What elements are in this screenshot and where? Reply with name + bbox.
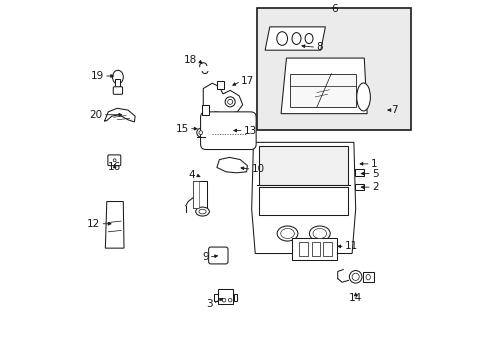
Ellipse shape: [113, 159, 116, 162]
Bar: [291, 238, 336, 260]
Ellipse shape: [309, 226, 329, 241]
Ellipse shape: [305, 33, 312, 44]
Bar: [192, 181, 199, 208]
Text: 9: 9: [202, 252, 208, 262]
Ellipse shape: [277, 226, 297, 241]
Bar: [233, 294, 237, 301]
Bar: [354, 184, 363, 190]
Bar: [258, 187, 348, 215]
Bar: [258, 146, 348, 185]
Ellipse shape: [222, 298, 225, 302]
Bar: [214, 294, 218, 301]
Bar: [323, 242, 331, 256]
Text: 5: 5: [371, 168, 378, 179]
Text: 12: 12: [87, 219, 100, 229]
Text: 1: 1: [370, 159, 377, 169]
Polygon shape: [251, 142, 355, 253]
Bar: [115, 79, 120, 90]
Bar: [298, 242, 307, 256]
FancyBboxPatch shape: [200, 112, 256, 149]
Text: 13: 13: [244, 126, 257, 135]
Bar: [257, 8, 410, 130]
FancyBboxPatch shape: [208, 247, 227, 264]
Ellipse shape: [351, 273, 359, 280]
Bar: [289, 74, 356, 107]
Text: 15: 15: [175, 124, 188, 134]
Text: 14: 14: [348, 293, 362, 303]
Polygon shape: [217, 157, 247, 173]
Bar: [311, 242, 320, 256]
Text: 2: 2: [371, 182, 378, 192]
Text: 6: 6: [330, 4, 337, 14]
Bar: [362, 272, 373, 282]
Ellipse shape: [291, 33, 301, 44]
Ellipse shape: [199, 131, 202, 135]
Text: 17: 17: [241, 76, 254, 86]
Ellipse shape: [280, 229, 294, 239]
FancyBboxPatch shape: [113, 87, 122, 94]
Polygon shape: [264, 27, 325, 50]
Text: 18: 18: [183, 55, 197, 65]
Ellipse shape: [366, 274, 369, 280]
Polygon shape: [105, 202, 124, 248]
Text: 10: 10: [251, 164, 264, 174]
Ellipse shape: [195, 207, 209, 216]
Text: 19: 19: [90, 71, 104, 81]
Bar: [202, 105, 208, 116]
Ellipse shape: [196, 129, 204, 137]
Text: 8: 8: [316, 42, 322, 52]
Bar: [354, 169, 363, 176]
Ellipse shape: [312, 229, 326, 239]
Text: 11: 11: [344, 241, 357, 251]
Text: 16: 16: [108, 162, 121, 172]
Ellipse shape: [356, 83, 369, 111]
Text: 4: 4: [188, 170, 195, 180]
Ellipse shape: [199, 209, 206, 214]
Bar: [218, 289, 233, 304]
Bar: [216, 81, 224, 89]
Ellipse shape: [349, 271, 361, 283]
Text: 20: 20: [89, 110, 102, 120]
Ellipse shape: [276, 32, 287, 45]
Text: 3: 3: [206, 299, 212, 309]
Polygon shape: [203, 83, 242, 114]
Text: 7: 7: [391, 105, 397, 115]
Ellipse shape: [228, 298, 231, 302]
Ellipse shape: [227, 99, 232, 104]
FancyBboxPatch shape: [108, 155, 121, 166]
Polygon shape: [281, 58, 366, 114]
Ellipse shape: [224, 97, 235, 107]
Bar: [192, 181, 207, 208]
